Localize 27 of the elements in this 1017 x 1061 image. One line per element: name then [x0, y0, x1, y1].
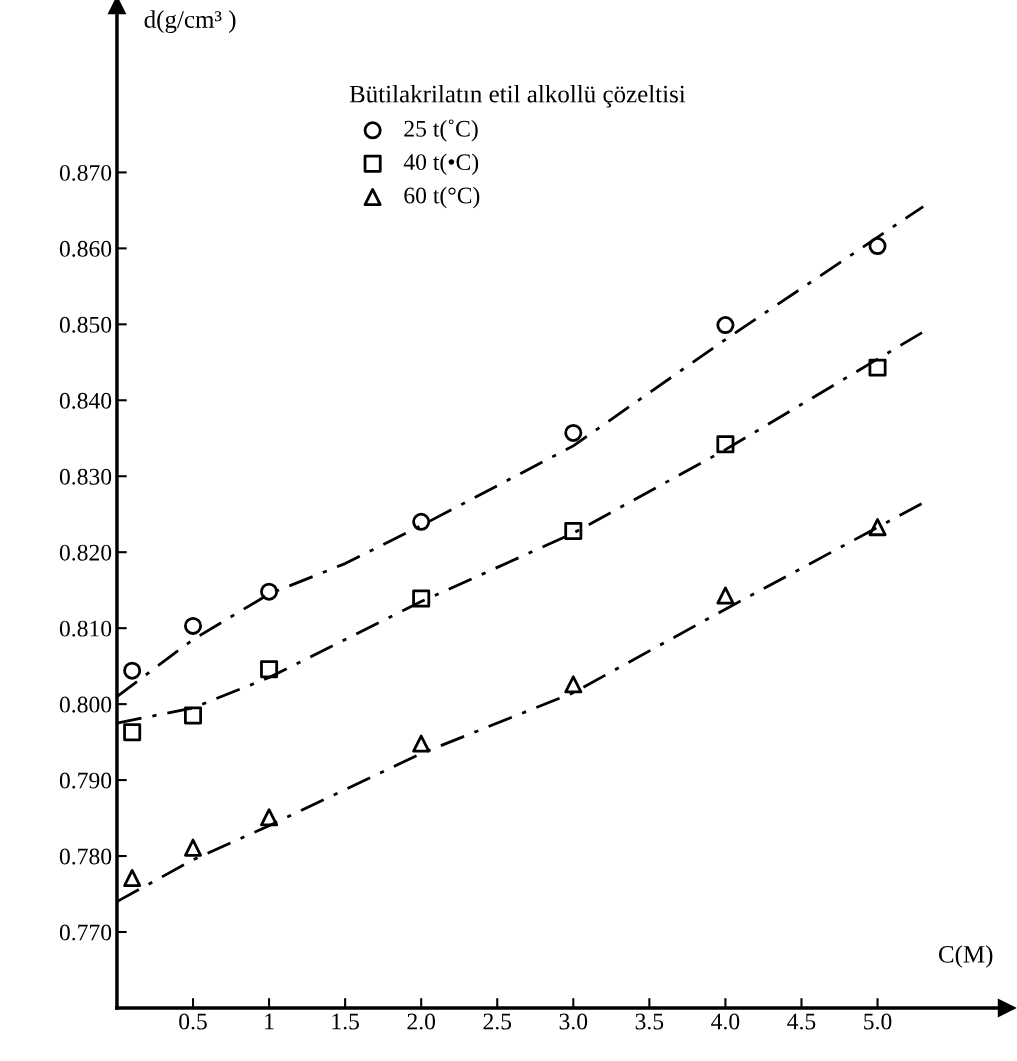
y-tick-label: 0.840	[59, 392, 112, 409]
legend-title: Bütilakrilatın etil alkollü çözeltisi	[349, 84, 686, 108]
y-tick-label: 0.780	[59, 848, 112, 865]
legend-label: 60 t(°C)	[404, 186, 480, 209]
x-axis-title: C(M)	[938, 945, 993, 968]
legend-label: 25 t(˚C)	[404, 119, 478, 142]
y-tick-label: 0.860	[59, 240, 112, 257]
x-tick-label: 4.0	[711, 1013, 740, 1030]
x-tick-label: 1	[265, 1013, 274, 1030]
y-tick-label: 0.790	[59, 772, 112, 789]
y-tick-label: 0.810	[59, 620, 112, 637]
y-tick-label: 0.850	[59, 316, 112, 333]
x-tick-label: 0.5	[179, 1013, 207, 1030]
y-tick-label: 0.830	[59, 468, 112, 485]
x-tick-label: 5.0	[864, 1013, 892, 1030]
x-tick-label: 2.5	[483, 1013, 512, 1030]
y-tick-label: 0.770	[59, 924, 112, 941]
legend-label: 40 t(•C)	[403, 153, 479, 175]
x-tick-label: 2.0	[407, 1013, 436, 1030]
x-tick-label: 1.5	[332, 1013, 359, 1030]
x-tick-label: 3.5	[635, 1013, 664, 1030]
x-tick-label: 4.5	[787, 1013, 816, 1030]
y-axis-title: d(g/cm³ )	[144, 10, 236, 34]
y-tick-label: 0.820	[59, 544, 112, 561]
x-tick-label: 3.0	[559, 1013, 588, 1030]
y-tick-label: 0.870	[59, 164, 112, 181]
y-tick-label: 0.800	[59, 696, 112, 713]
